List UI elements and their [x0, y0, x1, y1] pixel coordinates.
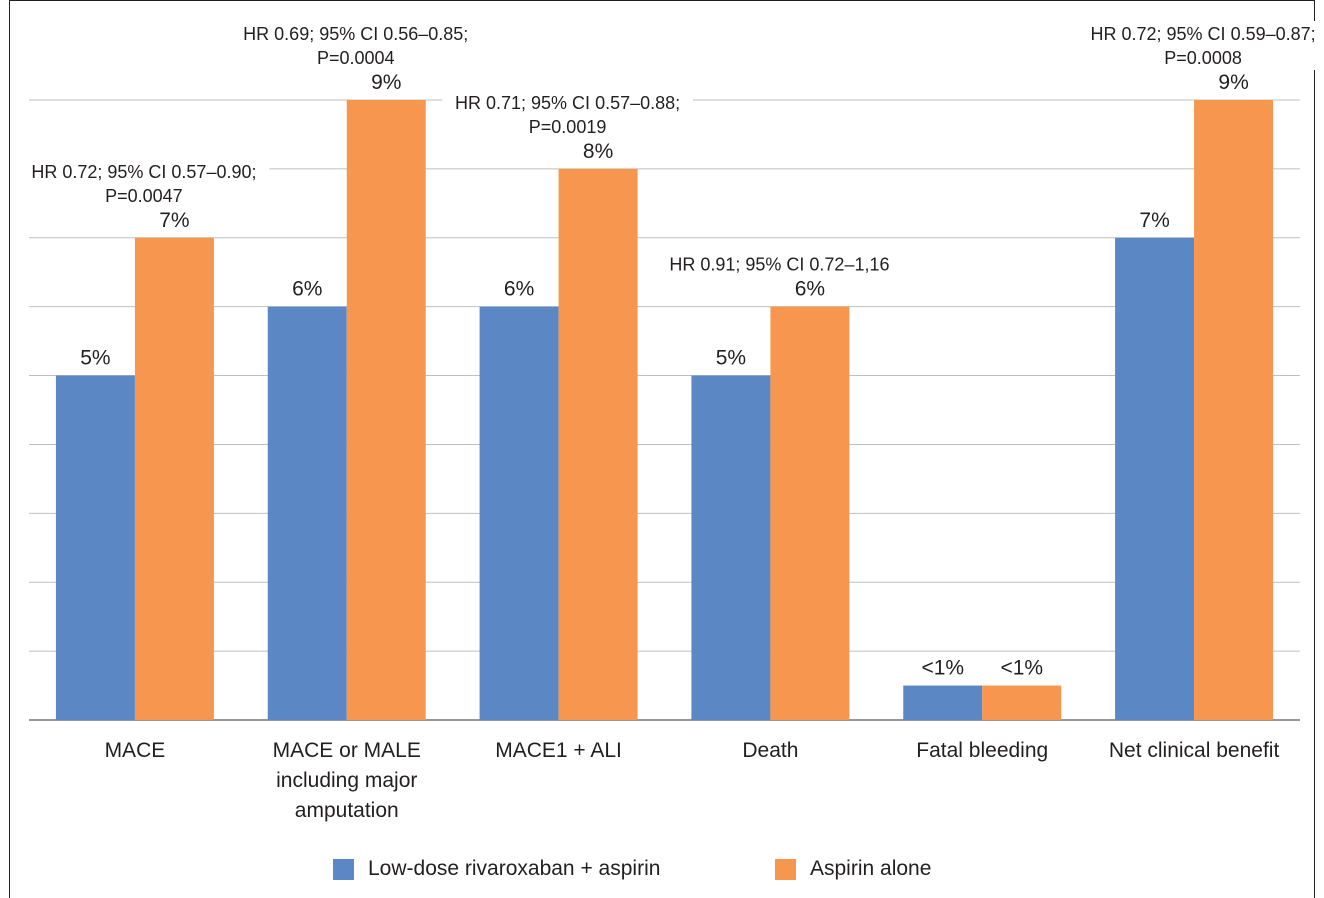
bar-value-label: 6% [795, 278, 825, 301]
legend-swatch-aspirin [775, 858, 796, 880]
bars [55, 100, 1274, 720]
bar-value-label: <1% [921, 657, 964, 680]
bar-aspirin [134, 237, 214, 720]
bar-value-label: <1% [1000, 657, 1043, 680]
legend-item-aspirin: Aspirin alone [775, 857, 931, 881]
annotation-background [230, 21, 482, 70]
hr-annotation-text: HR 0.91; 95% CI 0.72–1,16 [669, 255, 889, 275]
legend-swatch-rivaroxaban [333, 858, 354, 880]
bar-rivaroxaban [479, 306, 559, 720]
annotation-background [18, 158, 270, 208]
annotation-background [1077, 21, 1324, 70]
bar-aspirin [346, 100, 426, 720]
hr-annotation-text: HR 0.72; 95% CI 0.57–0.90; [31, 162, 256, 182]
hr-annotation-text: P=0.0047 [105, 186, 183, 206]
legend-item-rivaroxaban: Low-dose rivaroxaban + aspirin [333, 857, 660, 881]
legend-label-aspirin: Aspirin alone [810, 857, 932, 880]
bar-aspirin [770, 306, 850, 720]
annotation-background [658, 251, 901, 277]
bar-value-label: 6% [292, 278, 322, 301]
bar-aspirin [982, 685, 1062, 720]
bar-rivaroxaban [267, 306, 347, 720]
x-tick-labels: MACE MACE or MALE including major amputatio… [105, 739, 1280, 822]
hr-annotation-text: HR 0.72; 95% CI 0.59–0.87; [1091, 24, 1316, 44]
bar-value-label: 5% [716, 347, 746, 370]
bar-value-label: 6% [504, 278, 534, 301]
legend-label-rivaroxaban: Low-dose rivaroxaban + aspirin [368, 857, 661, 880]
hr-annotation-text: P=0.0008 [1164, 48, 1242, 68]
bar-rivaroxaban [903, 685, 983, 720]
bar-aspirin [558, 168, 638, 720]
annotation-background [442, 89, 693, 139]
hr-annotation-text: HR 0.69; 95% CI 0.56–0.85; [243, 24, 468, 44]
bar-value-label: 9% [371, 71, 401, 94]
bar-value-label: 7% [159, 209, 189, 232]
x-tick-label: Fatal bleeding [916, 739, 1048, 762]
bar-rivaroxaban [55, 375, 135, 720]
x-tick-label: MACE [105, 739, 166, 762]
bar-aspirin [1194, 100, 1274, 720]
gridlines [29, 99, 1300, 721]
x-tick-label: Death [742, 739, 798, 762]
bar-rivaroxaban [691, 375, 771, 720]
x-tick-label: amputation [295, 799, 399, 822]
x-tick-label: including major [276, 769, 417, 792]
bar-value-label: 7% [1139, 209, 1169, 232]
x-tick-label: MACE or MALE [273, 739, 421, 762]
bar-rivaroxaban [1115, 237, 1195, 720]
annotations: HR 0.72; 95% CI 0.57–0.90; P=0.0047 HR 0.6… [18, 21, 1324, 277]
bar-value-label: 8% [583, 140, 613, 163]
hr-annotation-text: HR 0.71; 95% CI 0.57–0.88; [455, 93, 680, 113]
hr-annotation-text: P=0.0019 [529, 117, 607, 137]
hr-annotation-text: P=0.0004 [317, 48, 395, 68]
x-tick-label: MACE1 + ALI [495, 739, 622, 762]
bar-labels: 5% 7% 6% 9% 6% 8% 5% 6% <1% <1% 7% 9% [80, 71, 1249, 680]
chart-border [9, 0, 1315, 898]
bar-value-label: 9% [1218, 71, 1248, 94]
bar-value-label: 5% [80, 347, 110, 370]
x-tick-label: Net clinical benefit [1109, 739, 1280, 762]
legend: Low-dose rivaroxaban + aspirin Aspirin a… [0, 857, 1324, 887]
